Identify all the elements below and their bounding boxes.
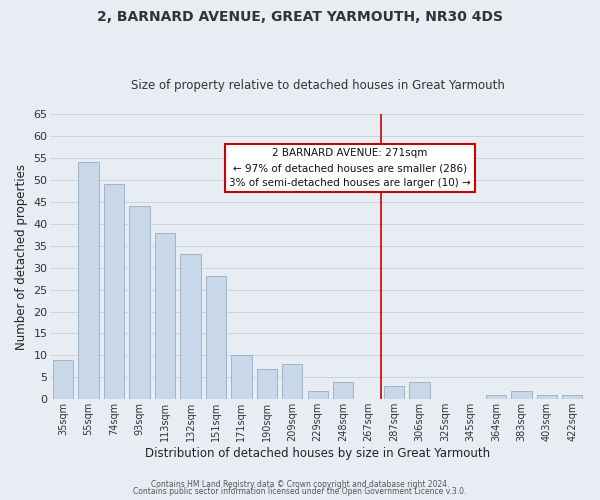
Text: 2, BARNARD AVENUE, GREAT YARMOUTH, NR30 4DS: 2, BARNARD AVENUE, GREAT YARMOUTH, NR30 … bbox=[97, 10, 503, 24]
Bar bbox=[486, 395, 506, 400]
Bar bbox=[536, 395, 557, 400]
Y-axis label: Number of detached properties: Number of detached properties bbox=[15, 164, 28, 350]
Bar bbox=[53, 360, 73, 400]
Bar bbox=[104, 184, 124, 400]
Text: Contains public sector information licensed under the Open Government Licence v.: Contains public sector information licen… bbox=[133, 487, 467, 496]
Bar bbox=[308, 390, 328, 400]
Bar bbox=[562, 395, 583, 400]
Bar bbox=[511, 390, 532, 400]
Bar bbox=[180, 254, 200, 400]
Bar bbox=[409, 382, 430, 400]
Bar bbox=[282, 364, 302, 400]
Bar bbox=[206, 276, 226, 400]
Bar bbox=[333, 382, 353, 400]
Text: Contains HM Land Registry data © Crown copyright and database right 2024.: Contains HM Land Registry data © Crown c… bbox=[151, 480, 449, 489]
Bar bbox=[231, 356, 251, 400]
Bar bbox=[155, 232, 175, 400]
X-axis label: Distribution of detached houses by size in Great Yarmouth: Distribution of detached houses by size … bbox=[145, 447, 490, 460]
Bar bbox=[257, 368, 277, 400]
Bar bbox=[130, 206, 150, 400]
Text: 2 BARNARD AVENUE: 271sqm
← 97% of detached houses are smaller (286)
3% of semi-d: 2 BARNARD AVENUE: 271sqm ← 97% of detach… bbox=[229, 148, 470, 188]
Title: Size of property relative to detached houses in Great Yarmouth: Size of property relative to detached ho… bbox=[131, 79, 505, 92]
Bar bbox=[79, 162, 99, 400]
Bar bbox=[384, 386, 404, 400]
